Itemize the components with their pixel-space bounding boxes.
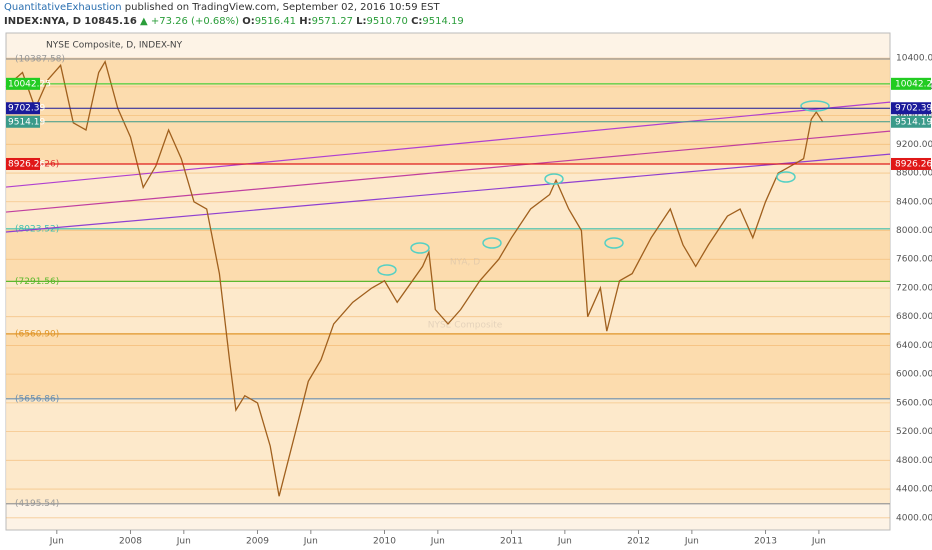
band [6,59,890,164]
chart-title: NYSE Composite, D, INDEX-NY [46,41,183,51]
marker-label-right: 9514.19 [895,117,932,127]
x-tick-label: 2013 [754,537,777,547]
open: 9516.41 [254,16,297,27]
level-label: (6560.90) [15,329,59,339]
o-label: O: [242,16,255,27]
y-tick-label: 4000.00 [896,513,932,523]
marker-box-left [6,157,40,170]
x-tick-label: 2008 [119,537,142,547]
band [6,163,890,229]
x-tick-label: Jun [303,537,318,547]
y-tick-label: 10400.00 [896,54,932,64]
x-tick-label: 2011 [500,537,523,547]
c-label: C: [411,16,423,27]
trendline [5,153,891,233]
x-tick-label: Jun [557,537,572,547]
trendline [5,130,891,213]
y-tick-label: 7600.00 [896,255,932,265]
header: QuantitativeExhaustion published on Trad… [4,1,464,29]
marker-box-right [891,102,931,115]
highlight [410,242,430,254]
level-label: (4195.54) [15,499,59,509]
y-tick-label: 5600.00 [896,398,932,408]
author[interactable]: QuantitativeExhaustion [4,2,122,13]
highlight [800,100,830,112]
y-tick-label: 6000.00 [896,370,932,380]
x-tick-label: 2010 [373,537,396,547]
marker-label-left: 9702.39 [8,104,45,114]
close: 9514.19 [422,16,464,27]
marker-label-right: 9702.39 [895,104,932,114]
highlight [604,237,624,249]
marker-box-right [891,115,931,128]
level-label: (10387.58) [15,55,65,65]
level-label: (7291.56) [15,277,59,287]
x-tick-label: Jun [811,537,826,547]
y-tick-label: 8400.00 [896,197,932,207]
marker-label-left: 10042.25 [8,79,51,89]
marker-label-left: 9514.19 [8,117,45,127]
change: ▲ +73.26 (+0.68%) [139,16,239,27]
watermark: NYA, D [450,258,480,268]
highlight [377,264,397,276]
marker-label-right: 10042.25 [895,79,932,89]
marker-box-left [6,102,40,115]
x-tick-label: Jun [176,537,191,547]
header-line-1: QuantitativeExhaustion published on Trad… [4,1,464,15]
x-tick-label: Jun [430,537,445,547]
band [6,281,890,334]
l-label: L: [356,16,367,27]
h-label: H: [299,16,312,27]
band [6,398,890,504]
x-tick-label: Jun [49,537,64,547]
highlight [776,171,796,183]
marker-box-right [891,77,931,90]
highlight [482,237,502,249]
last: 10845.16 [84,16,137,27]
y-tick-label: 4400.00 [896,485,932,495]
y-tick-label: 6800.00 [896,312,932,322]
band [6,333,890,399]
header-line-2: INDEX:NYA, D 10845.16 ▲ +73.26 (+0.68%) … [4,15,464,29]
y-tick-label: 8000.00 [896,226,932,236]
high: 9571.27 [311,16,353,27]
y-tick-label: 6400.00 [896,341,932,351]
y-tick-label: 9200.00 [896,140,932,150]
trendline [5,101,891,188]
x-tick-label: Jun [684,537,699,547]
published: published on TradingView.com, September … [124,2,440,13]
marker-label-left: 8926.26 [8,159,45,169]
marker-label-right: 8926.26 [895,159,932,169]
band [6,228,890,282]
y-tick-label: 8800.00 [896,169,932,179]
y-tick-label: 7200.00 [896,283,932,293]
marker-box-right [891,157,931,170]
level-label: (5656.86) [15,394,59,404]
marker-box-left [6,115,40,128]
y-tick-label: 4800.00 [896,456,932,466]
watermark-sub: NYSE Composite [428,321,503,331]
x-tick-label: 2012 [627,537,650,547]
symbol: INDEX:NYA, D [4,16,82,27]
x-tick-label: 2009 [246,537,269,547]
highlight [544,173,564,185]
y-tick-label: 5200.00 [896,427,932,437]
price-line [5,60,824,497]
low: 9510.70 [366,16,408,27]
marker-box-left [6,77,40,90]
